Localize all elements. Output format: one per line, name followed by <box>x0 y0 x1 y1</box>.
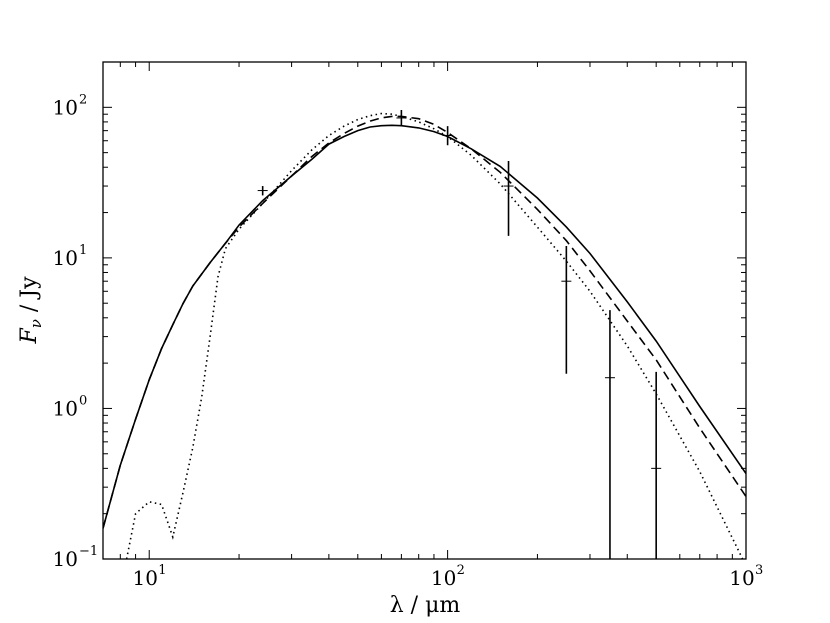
series-line-solid <box>103 124 746 529</box>
x-tick-label: 10 <box>431 566 456 590</box>
y-tick-exponent: 2 <box>79 92 87 107</box>
plot-area <box>103 109 746 559</box>
y-tick-label: 10 <box>53 547 78 571</box>
y-tick-exponent: 0 <box>79 393 87 408</box>
y-tick-label: 10 <box>53 396 78 420</box>
x-tick-exponent: 1 <box>158 563 166 578</box>
x-axis-label: λ / μm <box>390 593 461 618</box>
x-tick-label: 10 <box>729 566 754 590</box>
x-tick-exponent: 2 <box>457 563 465 578</box>
y-tick-exponent: 1 <box>79 243 87 258</box>
series-line-dashed <box>103 115 746 529</box>
y-tick-label: 10 <box>53 95 78 119</box>
y-tick-exponent: −1 <box>79 544 98 559</box>
plot-frame <box>102 61 747 560</box>
y-tick-label: 10 <box>53 246 78 270</box>
x-tick-label: 10 <box>132 566 157 590</box>
x-tick-exponent: 3 <box>755 563 763 578</box>
series-line-dotted <box>125 112 744 559</box>
y-axis-label: Fν / Jy <box>17 276 45 345</box>
